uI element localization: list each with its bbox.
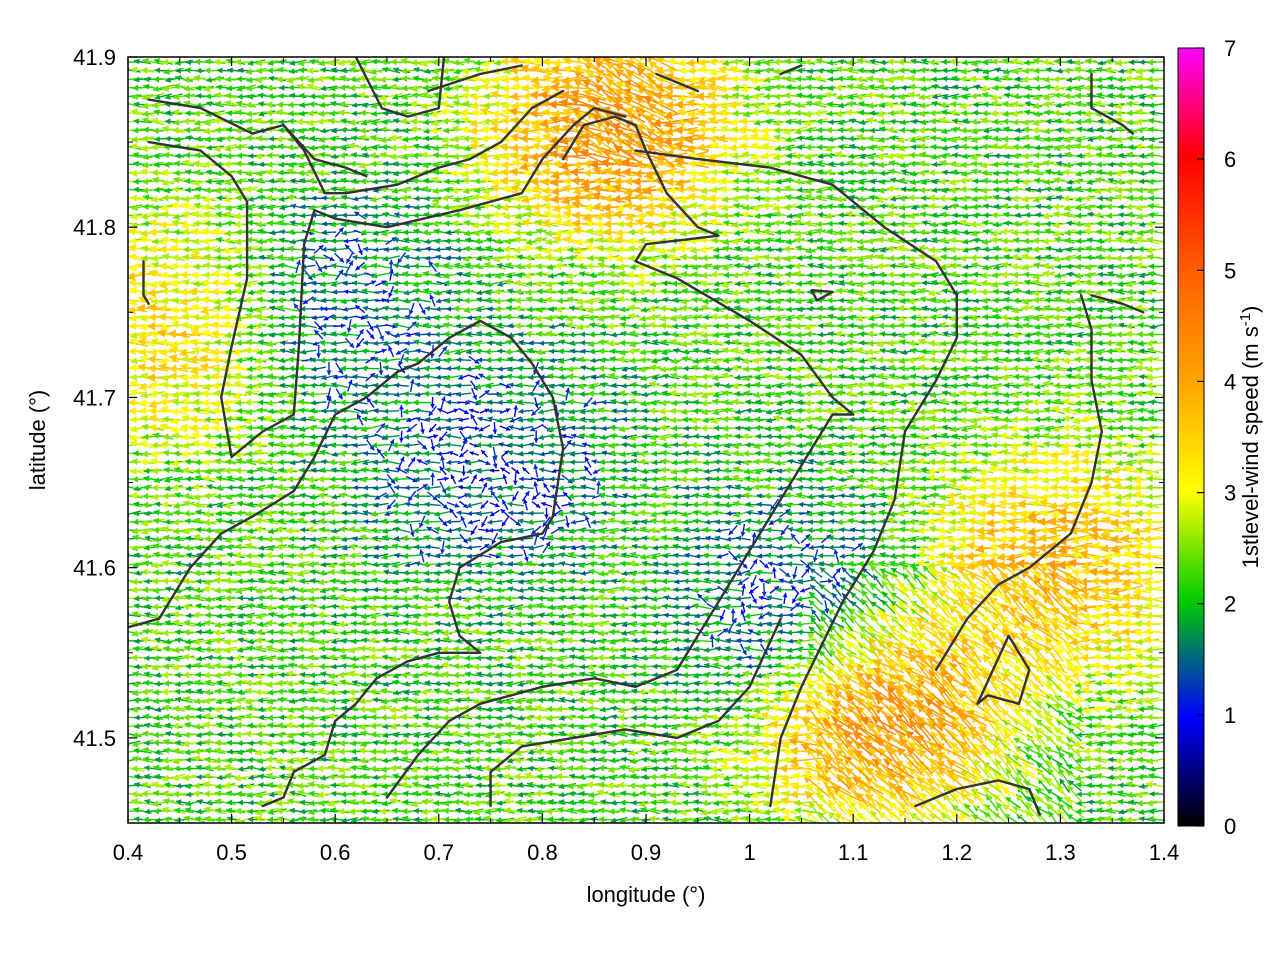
wind-arrow (680, 816, 703, 823)
wind-arrow (247, 816, 266, 823)
wind-arrow (566, 816, 589, 823)
wind-arrow (855, 813, 877, 823)
wind-arrow (794, 815, 817, 823)
wind-arrow (670, 816, 693, 823)
wind-arrow (774, 815, 796, 823)
wind-arrow (536, 815, 557, 823)
wind-arrow (247, 808, 266, 815)
wind-arrow (648, 815, 673, 823)
wind-arrow (1095, 816, 1117, 823)
wind-arrow-layer (128, 57, 1164, 823)
wind-arrow (513, 816, 538, 823)
wind-arrow (731, 815, 756, 823)
wind-arrow (337, 807, 362, 815)
wind-arrow (950, 810, 967, 823)
wind-arrow (453, 817, 474, 823)
wind-arrow (781, 814, 809, 823)
wind-arrow (183, 815, 206, 823)
wind-arrow (958, 812, 980, 823)
wind-arrow (276, 807, 300, 815)
wind-arrow (1015, 813, 1029, 823)
wind-arrow (254, 815, 279, 823)
wind-arrow (1147, 815, 1164, 823)
plot-area (127, 56, 1165, 824)
wind-arrow (214, 807, 236, 814)
wind-arrow (503, 816, 528, 823)
wind-arrow (299, 808, 318, 815)
wind-arrow (255, 807, 279, 816)
wind-arrow (203, 806, 227, 815)
wind-arrow (298, 815, 319, 823)
wind-arrow (194, 815, 215, 823)
wind-arrow (483, 815, 506, 823)
wind-arrow (1104, 815, 1128, 823)
wind-arrow (308, 807, 330, 816)
wind-arrow (348, 808, 372, 816)
wind-arrow (214, 816, 236, 823)
wind-arrow (764, 816, 785, 823)
wind-arrow (495, 817, 515, 823)
wind-arrow (430, 815, 456, 823)
wind-arrow (161, 806, 186, 815)
wind-arrow (234, 816, 258, 823)
wind-arrow (174, 807, 194, 814)
